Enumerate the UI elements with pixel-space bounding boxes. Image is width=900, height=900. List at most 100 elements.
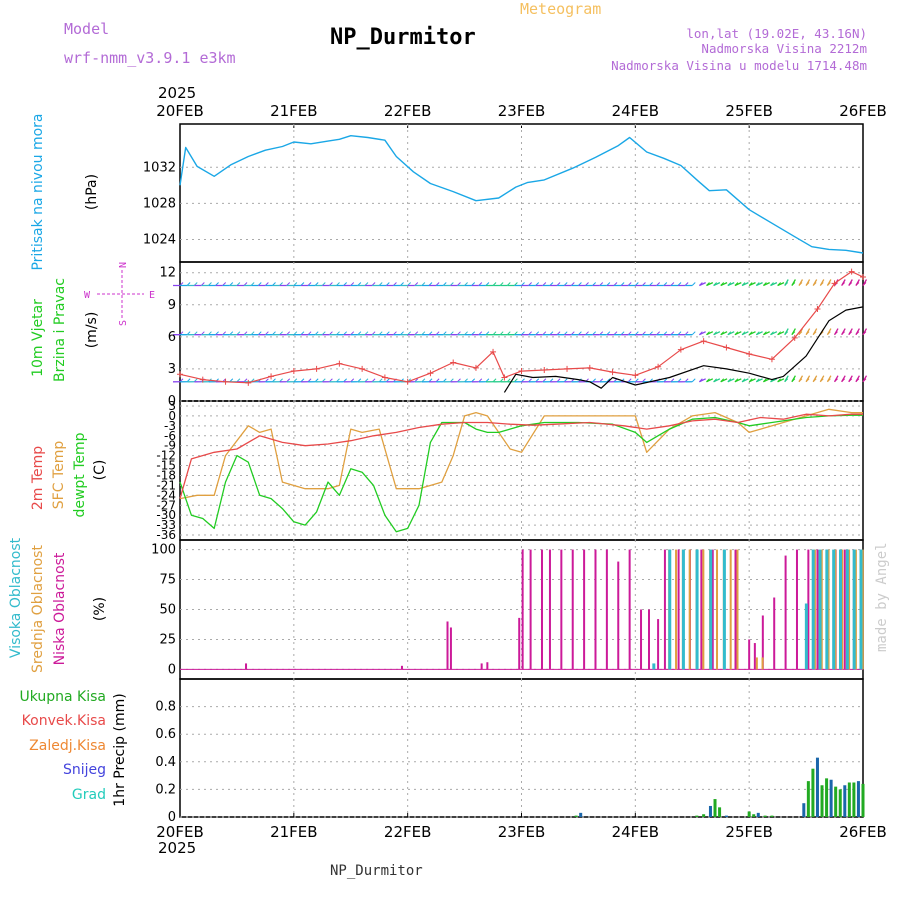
wind-barb-flag	[706, 282, 710, 286]
wind-speed-marker	[472, 364, 479, 371]
x-tick-label-top: 26FEB	[839, 102, 886, 120]
wind-speed-marker	[768, 356, 775, 363]
wind-barb-flag	[841, 378, 846, 383]
y-tick-label: 1028	[143, 196, 176, 211]
precip-bar	[718, 807, 722, 817]
wind-barb-flag	[755, 378, 760, 383]
compass-north: N	[118, 262, 129, 268]
wind-title: 10m Vjetar	[30, 299, 46, 377]
cloud-bar	[825, 549, 829, 670]
y-tick-label: -21	[156, 478, 176, 492]
cloud-bar	[700, 549, 703, 670]
wind-speed-marker	[791, 334, 798, 341]
precip-bar	[724, 815, 728, 817]
wind-barb-flag	[770, 282, 774, 286]
y-tick-label: -15	[156, 459, 176, 473]
wind-barb-flag	[791, 378, 796, 383]
cloud-bar	[734, 549, 737, 670]
model-label: Model	[64, 20, 109, 38]
wind-barb-flag	[763, 282, 767, 286]
wind-barb-flag	[699, 378, 703, 383]
precip-bar	[708, 805, 712, 817]
wind-speed-marker	[586, 364, 593, 371]
y-tick-label: -18	[156, 468, 176, 482]
precip-bar	[702, 814, 706, 817]
wind-barb-flag	[791, 331, 796, 336]
wind-speed-marker	[831, 280, 838, 287]
y-tick-label: 12	[159, 266, 176, 281]
y-tick-label: 3	[168, 399, 176, 413]
precip-bar	[574, 815, 578, 817]
cloud-bar	[400, 665, 403, 670]
wind-barb-flag	[734, 282, 739, 286]
cloud-bar	[486, 662, 489, 670]
x-tick-label-top: 24FEB	[612, 102, 659, 120]
wind-barb-flag	[784, 282, 789, 286]
y-tick-label: 0.4	[155, 755, 176, 770]
cloud-bar	[729, 549, 732, 670]
wind-barb-flag	[862, 331, 867, 336]
precip-bar	[815, 757, 819, 817]
wind-speed-marker	[848, 268, 855, 275]
precip-bar	[856, 781, 860, 817]
wind-speed-marker	[427, 370, 434, 377]
x-tick-label-top: 22FEB	[384, 102, 431, 120]
y-tick-label: 75	[159, 573, 176, 588]
cloud-bar	[753, 643, 756, 670]
cloud-bar	[245, 663, 248, 670]
wind-barb-flag	[777, 331, 781, 336]
y-tick-label: 3	[168, 362, 176, 377]
x-tick-label-top: 23FEB	[498, 102, 545, 120]
precip-bar	[802, 803, 806, 817]
cloud-bar	[605, 549, 608, 670]
wind-barb-flag	[763, 331, 767, 336]
wind-barb-flag	[848, 378, 853, 383]
cloud-bar	[761, 615, 764, 670]
wind-barb-flag	[770, 331, 774, 336]
precip-bar	[695, 815, 699, 817]
cloud-bar	[711, 549, 714, 670]
cloud-bar	[813, 549, 816, 670]
y-tick-label: -9	[164, 439, 176, 453]
cloud-bar	[681, 549, 685, 670]
wind-speed-marker	[359, 365, 366, 372]
precip-bar	[747, 811, 751, 817]
panel-grids	[180, 124, 863, 818]
precip-bar	[825, 778, 829, 817]
wind-barb-flag	[862, 378, 867, 383]
y-tick-label: 6	[168, 330, 176, 345]
y-tick-label: -3	[164, 419, 176, 433]
high-cloud-label: Visoka Oblacnost	[8, 537, 24, 658]
wind-barb-flag	[777, 378, 781, 383]
wind-speed-marker	[655, 363, 662, 370]
precip-bar	[756, 812, 760, 817]
cloud-bar	[755, 657, 758, 670]
x-tick-label-bottom: 24FEB	[612, 823, 659, 841]
pressure-line	[179, 134, 864, 254]
wind-barb-flag	[755, 282, 760, 286]
cloud-bar	[695, 549, 699, 670]
cloud-bar	[583, 549, 586, 670]
hail-label: Grad	[72, 787, 106, 803]
y-tick-label: 0	[168, 394, 176, 409]
wind-speed-marker	[814, 306, 821, 313]
wind-barb-flag	[827, 331, 831, 336]
x-tick-label-bottom: 21FEB	[270, 823, 317, 841]
cloud-bar	[761, 657, 764, 670]
precip-bar	[852, 782, 856, 817]
precip-bar	[834, 786, 838, 817]
wind-barb-flag	[805, 282, 810, 286]
cloud-bar	[816, 549, 819, 670]
wind-barb-flag	[741, 378, 746, 383]
cloud-bar	[668, 549, 672, 670]
wind-speed-marker	[700, 338, 707, 345]
wind-speed-marker	[723, 344, 730, 351]
wind-barb-flag	[819, 282, 824, 286]
cloud-bar	[594, 549, 597, 670]
wind-barb-flag	[784, 378, 789, 383]
wind-barb-flag	[741, 282, 746, 286]
wind-barb-flag	[827, 282, 831, 286]
wind-speed-marker	[632, 372, 639, 379]
cloud-bar	[449, 627, 452, 670]
